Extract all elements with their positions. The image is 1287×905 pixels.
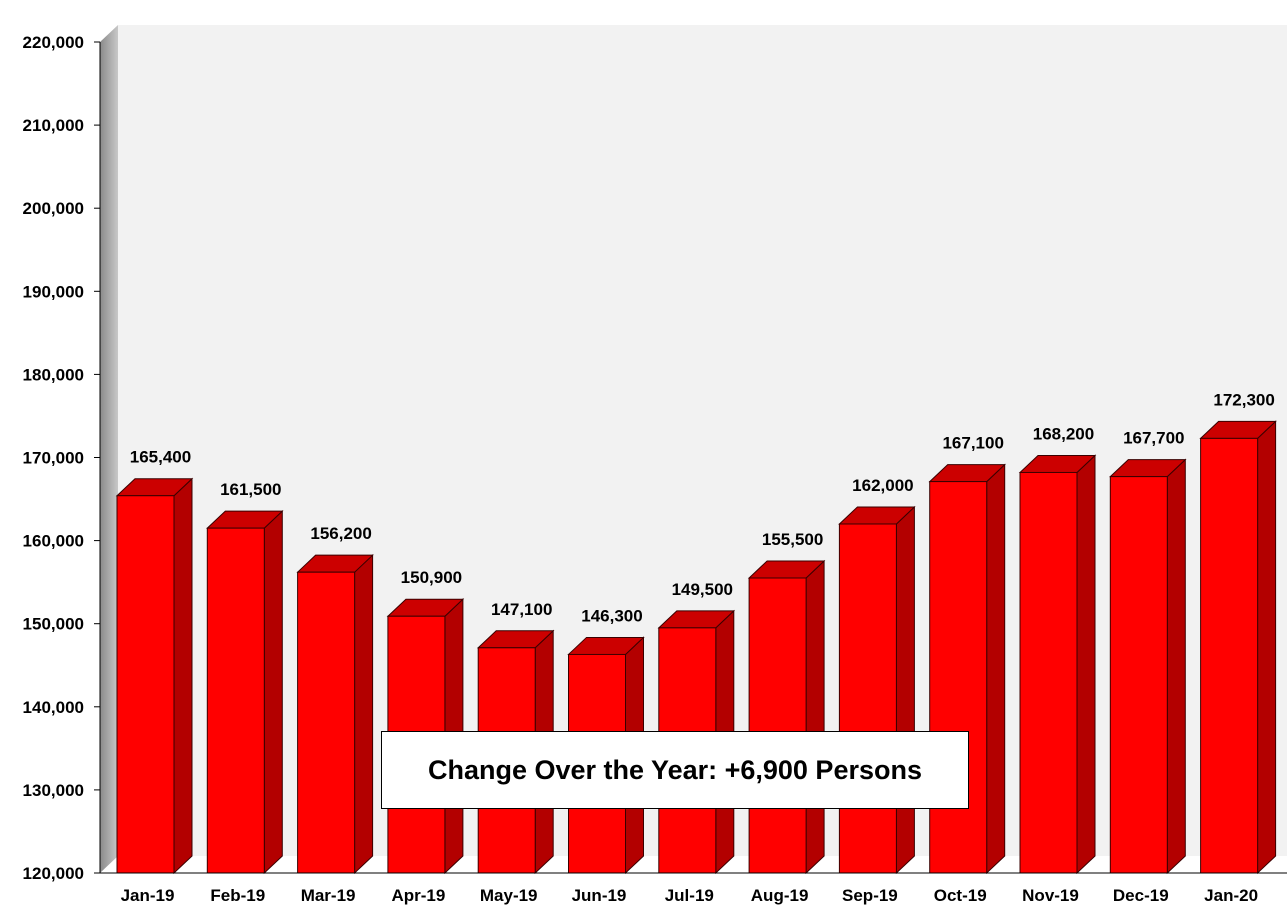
bar-side (263, 509, 283, 875)
x-axis: Jan-19 Feb-19 Mar-19 Apr-19 May-19 Jun-19 Jul-… (100, 872, 1287, 905)
x-tick-label: Jun-19 (572, 886, 627, 905)
bar-side (805, 559, 825, 875)
y-tick-label: 200,000 (23, 199, 84, 218)
x-tick-label: Apr-19 (391, 886, 445, 905)
bar-series (115, 420, 1277, 875)
bar-value-label: 146,300 (581, 606, 642, 625)
bar-value-label: 168,200 (1033, 424, 1094, 443)
y-tick-label: 180,000 (23, 365, 84, 384)
y-tick-label: 190,000 (23, 282, 84, 301)
x-tick-label: Nov-19 (1022, 886, 1079, 905)
x-tick-label: Jan-20 (1204, 886, 1258, 905)
bar-side (1076, 454, 1096, 875)
bar-side (986, 463, 1006, 875)
y-tick-label: 220,000 (23, 33, 84, 52)
bar-value-label: 167,100 (942, 434, 1003, 453)
bar (206, 509, 284, 875)
x-tick-label: Oct-19 (934, 886, 987, 905)
bar-front (206, 527, 265, 874)
y-tick-label: 120,000 (23, 864, 84, 883)
bar (838, 505, 916, 875)
bar (1199, 420, 1277, 875)
x-tick-label: Dec-19 (1113, 886, 1169, 905)
y-axis: 120,000 130,000 140,000 150,000 160,000 170,0… (23, 33, 101, 883)
plot-side-wall (100, 25, 118, 873)
y-tick-label: 140,000 (23, 698, 84, 717)
bar-value-label: 161,500 (220, 480, 281, 499)
bar-front (116, 495, 175, 874)
bar-front (838, 523, 897, 874)
bar (928, 463, 1006, 875)
bar-front (1019, 471, 1078, 874)
value-labels: 165,400 161,500 156,200 150,900 147,100 146,3… (130, 390, 1275, 625)
bar-value-label: 155,500 (762, 530, 823, 549)
x-tick-label: Mar-19 (301, 886, 356, 905)
bar (1018, 454, 1097, 875)
bar-value-label: 147,100 (491, 600, 552, 619)
y-tick-label: 150,000 (23, 615, 84, 634)
y-tick-label: 160,000 (23, 532, 84, 551)
bar (1109, 458, 1187, 875)
x-tick-label: Jan-19 (121, 886, 175, 905)
x-tick-label: Sep-19 (842, 886, 898, 905)
change-annotation: Change Over the Year: +6,900 Persons (381, 731, 969, 809)
bar-value-label: 165,400 (130, 448, 191, 467)
x-tick-label: Aug-19 (751, 886, 809, 905)
x-tick-label: Jul-19 (665, 886, 714, 905)
bar-front (748, 577, 807, 874)
bar-value-label: 167,700 (1123, 429, 1184, 448)
bar-front (1109, 476, 1168, 874)
bar-front (297, 571, 356, 874)
bar-value-label: 162,000 (852, 476, 913, 495)
x-tick-label: Feb-19 (210, 886, 265, 905)
bar-value-label: 172,300 (1213, 390, 1274, 409)
x-tick-label: May-19 (480, 886, 538, 905)
bar-value-label: 149,500 (672, 580, 733, 599)
bar-value-label: 156,200 (310, 524, 371, 543)
y-tick-label: 130,000 (23, 781, 84, 800)
bar-side (1166, 458, 1186, 875)
bar-front (1200, 437, 1259, 874)
bar (115, 477, 194, 875)
bar-side (895, 505, 915, 875)
bar-front (929, 481, 988, 874)
bar-value-label: 150,900 (401, 568, 462, 587)
bar-side (1257, 420, 1277, 875)
bar-side (173, 477, 193, 875)
y-tick-label: 170,000 (23, 449, 84, 468)
bar (296, 554, 374, 875)
bar (747, 559, 826, 875)
bar-side (354, 554, 374, 875)
y-tick-label: 210,000 (23, 116, 84, 135)
